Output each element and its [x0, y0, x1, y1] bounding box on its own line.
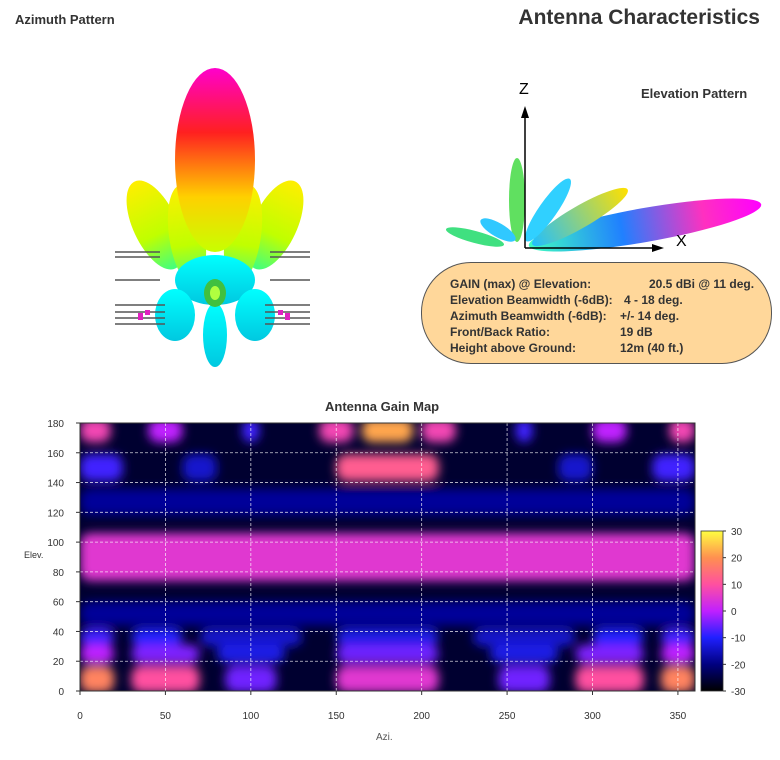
lower-lobe-right: [235, 289, 275, 341]
heatmap-cell: [80, 488, 695, 516]
azimuth-pattern-render: [115, 68, 310, 367]
heatmap-cell: [592, 628, 644, 647]
y-tick-label: 180: [47, 419, 64, 430]
colorbar-tick-label: 10: [731, 580, 743, 591]
x-tick-label: 100: [242, 711, 259, 722]
heatmap-cell: [421, 423, 456, 443]
heatmap-cell: [199, 628, 303, 647]
y-tick-label: 160: [47, 449, 64, 460]
heatmap-cell: [498, 665, 550, 691]
spec-row: Front/Back Ratio: 19 dB: [450, 325, 653, 339]
spec-row: Elevation Beamwidth (-6dB): 4 - 18 deg.: [450, 293, 683, 307]
lower-lobe-left: [155, 289, 195, 341]
heatmap-cell: [80, 628, 115, 647]
y-tick-label: 120: [47, 508, 64, 519]
colorbar-tick-label: -10: [731, 634, 746, 645]
antenna-specs-box: GAIN (max) @ Elevation: 20.5 dBi @ 11 deg…: [421, 262, 772, 364]
heatmap-cell: [242, 423, 260, 443]
heatmap-cell: [80, 665, 115, 691]
heatmap-cell: [558, 454, 593, 482]
heatmap-cell: [336, 644, 439, 663]
spec-row: Azimuth Beamwidth (-6dB): +/- 14 deg.: [450, 309, 680, 323]
spec-row: Height above Ground: 12m (40 ft.): [450, 341, 684, 355]
heatmap-cell: [80, 454, 123, 482]
plot-frame: [79, 422, 696, 692]
colorbar-tick-label: 0: [731, 607, 737, 618]
heatmap-cell: [575, 665, 644, 691]
heatmap-cell: [336, 665, 439, 691]
y-tick-label: 60: [53, 598, 65, 609]
heatmap-cell: [80, 601, 695, 626]
elevation-pattern-render: [445, 106, 762, 252]
heatmap-cell: [80, 644, 115, 663]
heatmap-cell: [182, 454, 217, 482]
y-axis-label: Elev.: [24, 550, 44, 560]
spec-row: GAIN (max) @ Elevation: 20.5 dBi @ 11 deg…: [450, 277, 755, 291]
azimuth-pattern-title: Azimuth Pattern: [15, 12, 115, 27]
heatmap-cell: [515, 423, 533, 443]
gain-map-title: Antenna Gain Map: [325, 399, 440, 414]
x-tick-label: 0: [77, 711, 83, 722]
x-axis-label: Azi.: [376, 732, 393, 743]
heatmap-cell: [660, 628, 695, 647]
heatmap-cell: [592, 423, 627, 443]
back-lobe: [203, 303, 227, 367]
heatmap-cell: [80, 423, 111, 443]
heatmap-cell: [336, 628, 439, 647]
y-tick-label: 140: [47, 479, 64, 490]
heatmap-cell: [336, 454, 439, 482]
heatmap-cell: [131, 628, 183, 647]
side-lobe-left: [126, 180, 184, 270]
page-title: Antenna Characteristics: [518, 6, 760, 29]
x-tick-label: 200: [413, 711, 430, 722]
colorbar-tick-label: 20: [731, 554, 743, 565]
side-lobe-right: [246, 180, 304, 270]
z-axis-label: Z: [519, 81, 529, 98]
heatmap-cell: [361, 423, 414, 443]
x-tick-label: 350: [670, 711, 687, 722]
elevation-side-lobe-2: [524, 178, 572, 242]
heatmap-cell: [80, 533, 695, 581]
main-lobe: [175, 68, 255, 252]
colorbar-tick-label: -30: [731, 687, 746, 698]
elevation-pattern-title: Elevation Pattern: [641, 86, 748, 101]
colorbar-tick-label: -20: [731, 660, 746, 671]
colorbar-tick-label: 30: [731, 527, 743, 538]
heatmap-cell: [148, 423, 183, 443]
heatmap-cell: [669, 423, 695, 443]
y-tick-label: 80: [53, 568, 65, 579]
heatmap-cell: [575, 644, 644, 663]
y-tick-label: 40: [53, 627, 65, 638]
y-tick-label: 20: [53, 657, 65, 668]
elevation-main-lobe: [528, 198, 762, 252]
x-tick-label: 250: [499, 711, 516, 722]
x-tick-label: 300: [584, 711, 601, 722]
x-tick-label: 50: [160, 711, 172, 722]
elevation-side-lobe-1: [532, 187, 628, 247]
y-tick-label: 100: [47, 538, 64, 549]
heatmap-cell: [472, 628, 576, 647]
elevation-vertical-lobe: [509, 158, 525, 242]
heatmap-cell: [319, 423, 354, 443]
colorbar: [700, 530, 724, 692]
x-tick-label: 150: [328, 711, 345, 722]
y-tick-label: 0: [58, 687, 64, 698]
x-axis-label: X: [676, 233, 687, 250]
heatmap-cell: [490, 644, 559, 663]
heatmap-cell: [652, 454, 695, 482]
